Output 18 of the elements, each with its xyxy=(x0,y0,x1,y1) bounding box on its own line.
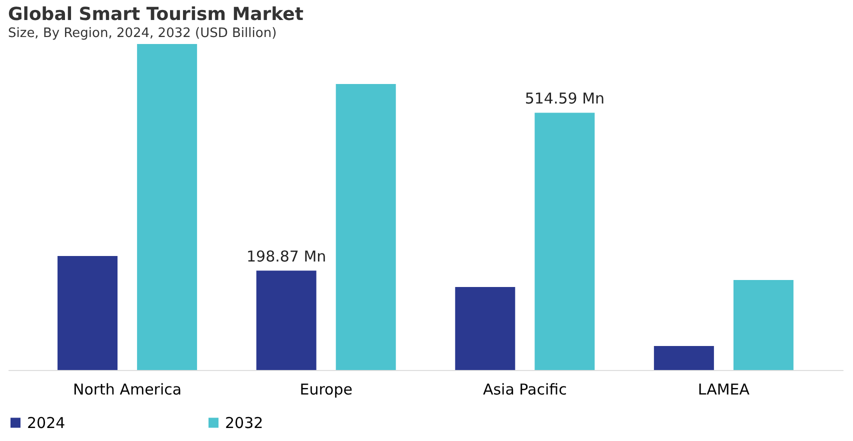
bar xyxy=(733,280,794,370)
bar xyxy=(534,112,595,370)
legend-label: 2032 xyxy=(225,414,264,432)
bar xyxy=(654,346,714,370)
bar xyxy=(455,287,516,370)
x-tick-label: LAMEA xyxy=(698,380,750,398)
chart-subtitle: Size, By Region, 2024, 2032 (USD Billion) xyxy=(8,26,277,41)
data-label: 514.59 Mn xyxy=(524,90,605,108)
bar xyxy=(137,44,198,370)
x-tick-label: Europe xyxy=(300,380,352,398)
x-tick-label: North America xyxy=(72,380,182,398)
bar xyxy=(256,270,316,370)
bar xyxy=(58,256,118,370)
x-tick-label: Asia Pacific xyxy=(482,380,567,398)
legend-label: 2024 xyxy=(27,414,66,432)
chart-title: Global Smart Tourism Market xyxy=(8,4,304,25)
bar xyxy=(336,84,396,370)
data-label: 198.87 Mn xyxy=(246,248,326,266)
